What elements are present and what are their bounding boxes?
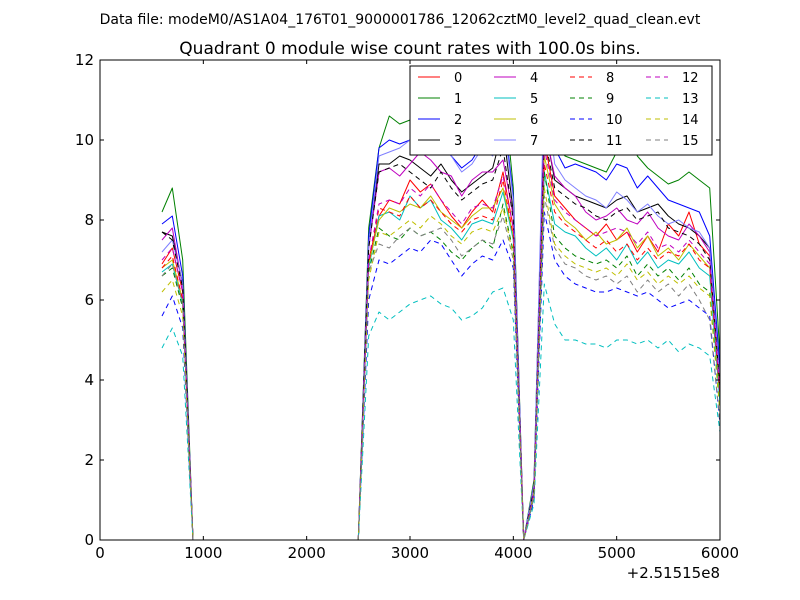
legend-label-14: 14 [682, 113, 699, 128]
series-line-9 [161, 171, 721, 541]
legend-label-8: 8 [606, 71, 614, 86]
x-offset-text: +2.51515e8 [627, 564, 720, 582]
series-line-11 [161, 135, 721, 541]
x-tick-label-0: 0 [95, 544, 105, 562]
legend-label-12: 12 [682, 71, 699, 86]
x-tick-label-2000: 2000 [288, 544, 326, 562]
x-tick-label-1000: 1000 [184, 544, 222, 562]
series-line-14 [161, 187, 721, 541]
y-tick-label-6: 6 [84, 291, 94, 309]
x-tick-label-5000: 5000 [598, 544, 636, 562]
legend-box [409, 65, 713, 156]
legend-label-9: 9 [606, 92, 614, 107]
legend-label-5: 5 [530, 92, 538, 107]
legend-label-1: 1 [454, 92, 462, 107]
y-tick-label-8: 8 [84, 211, 94, 229]
legend-label-13: 13 [682, 92, 699, 107]
suptitle: Data file: modeM0/AS1A04_176T01_90000017… [100, 12, 701, 28]
legend-label-4: 4 [530, 71, 538, 86]
legend-label-6: 6 [530, 113, 538, 128]
legend-label-10: 10 [606, 113, 623, 128]
series-line-10 [161, 211, 721, 541]
y-tick-label-0: 0 [84, 531, 94, 549]
legend-label-0: 0 [454, 71, 462, 86]
chart-title: Quadrant 0 module wise count rates with … [179, 39, 640, 59]
y-tick-label-12: 12 [75, 51, 94, 69]
x-tick-label-4000: 4000 [494, 544, 532, 562]
legend-label-3: 3 [454, 134, 462, 149]
legend-label-15: 15 [682, 134, 699, 149]
x-tick-label-3000: 3000 [391, 544, 429, 562]
y-tick-label-10: 10 [75, 131, 94, 149]
x-tick-label-6000: 6000 [701, 544, 739, 562]
y-tick-label-2: 2 [84, 451, 94, 469]
legend-label-2: 2 [454, 113, 462, 128]
y-tick-label-4: 4 [84, 371, 94, 389]
legend-label-7: 7 [530, 134, 538, 149]
legend-label-11: 11 [606, 134, 623, 149]
